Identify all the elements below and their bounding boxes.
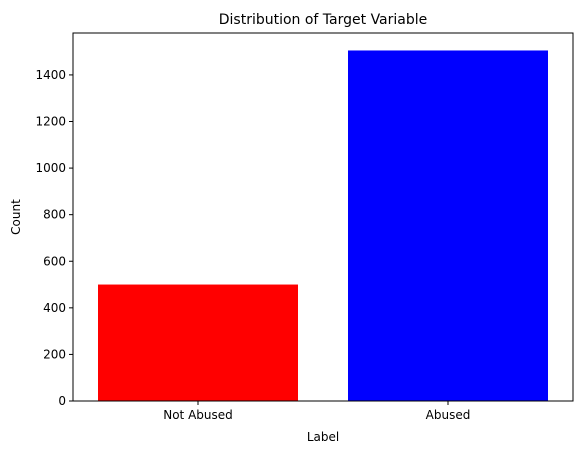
y-axis-label: Count xyxy=(9,199,23,235)
y-tick-label: 0 xyxy=(58,394,66,408)
plot-frame xyxy=(72,32,574,402)
bar-not-abused xyxy=(98,284,298,401)
x-axis-label: Label xyxy=(307,430,339,444)
y-tick-label: 1000 xyxy=(35,161,66,175)
y-tick-label: 1200 xyxy=(35,115,66,129)
y-tick-label: 200 xyxy=(43,347,66,361)
y-tick-label: 400 xyxy=(43,301,66,315)
y-tick-label: 1400 xyxy=(35,68,66,82)
bar-abused xyxy=(348,50,548,401)
chart-title: Distribution of Target Variable xyxy=(219,12,428,28)
x-tick-label: Not Abused xyxy=(163,408,233,422)
bars-group xyxy=(98,50,548,401)
y-tick-label: 600 xyxy=(43,254,66,268)
y-axis-ticks: 0 200 400 600 800 1000 1200 1400 xyxy=(35,68,73,408)
x-axis-ticks: Not Abused Abused xyxy=(163,401,470,422)
y-tick-label: 800 xyxy=(43,208,66,222)
x-tick-label: Abused xyxy=(426,408,471,422)
